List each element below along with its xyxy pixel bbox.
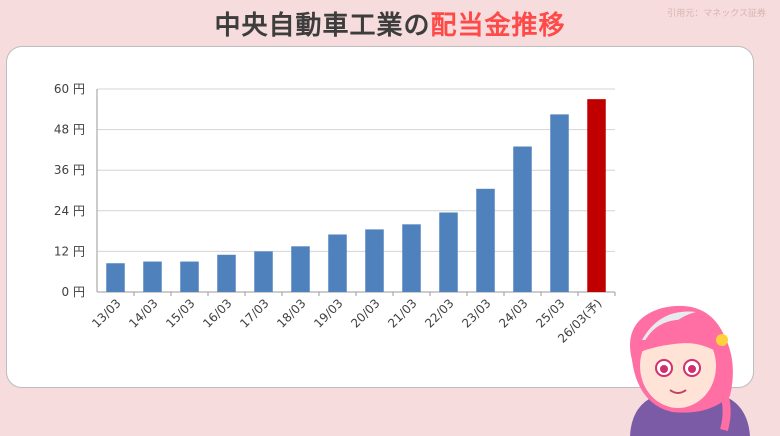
- page-title: 中央自動車工業の配当金推移: [0, 6, 780, 46]
- y-tick-label: 12 円: [54, 244, 85, 258]
- bar: [254, 251, 273, 292]
- bar: [143, 261, 162, 292]
- x-tick-label: 15/03: [163, 296, 197, 330]
- mascot-avatar-icon: [630, 305, 750, 436]
- x-tick-label: 18/03: [274, 296, 308, 330]
- x-tick-label: 24/03: [496, 296, 530, 330]
- dividend-bar-chart: 0 円 12 円 24 円 36 円 48 円 60 円 13/03 14/03 15/03 16…: [54, 82, 616, 346]
- bar: [439, 212, 458, 292]
- x-tick-label: 13/03: [89, 296, 123, 330]
- bar: [291, 246, 310, 292]
- y-tick-label: 36 円: [54, 163, 85, 177]
- bar: [328, 234, 347, 292]
- bar: [402, 224, 421, 292]
- x-tick-label: 23/03: [459, 296, 493, 330]
- title-main: 中央自動車工業の: [214, 11, 431, 41]
- bar: [513, 146, 532, 292]
- y-tick-label: 0 円: [62, 285, 85, 299]
- bar: [476, 188, 495, 292]
- x-tick-label: 25/03: [533, 296, 567, 330]
- bar: [365, 229, 384, 292]
- y-tick-label: 48 円: [54, 123, 85, 137]
- x-tick-label: 19/03: [311, 296, 345, 330]
- x-tick-label: 21/03: [385, 296, 419, 330]
- title-accent: 配当金推移: [430, 11, 566, 41]
- chart-card: 0 円 12 円 24 円 36 円 48 円 60 円 13/03 14/03 15/03 16…: [6, 46, 754, 388]
- x-tick-label: 16/03: [200, 296, 234, 330]
- x-tick-label: 22/03: [422, 296, 456, 330]
- bar: [587, 99, 606, 293]
- x-tick-label: 20/03: [348, 296, 382, 330]
- x-tick-label: 17/03: [237, 296, 271, 330]
- y-tick-label: 24 円: [54, 204, 85, 218]
- x-tick-label: 14/03: [126, 296, 160, 330]
- bar: [106, 263, 125, 292]
- bar: [550, 114, 569, 292]
- bar: [217, 254, 236, 292]
- y-tick-label: 60 円: [54, 82, 85, 96]
- bar: [180, 261, 199, 292]
- source-credit: 引用元：マネックス証券: [667, 9, 766, 19]
